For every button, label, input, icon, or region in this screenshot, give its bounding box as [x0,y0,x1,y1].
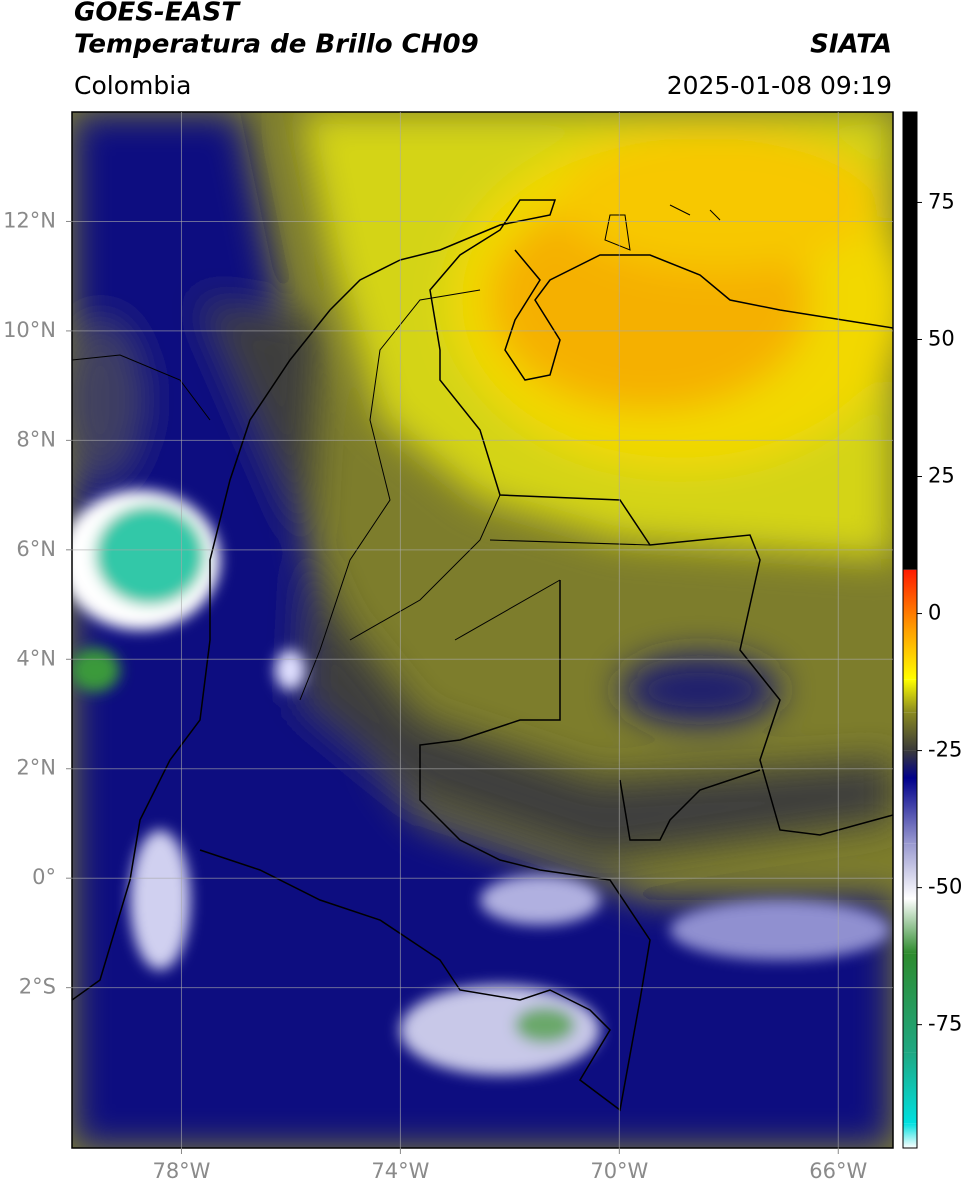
y-tick-label: 12°N [3,208,56,232]
colorbar-tick-label: -75 [928,1012,962,1036]
satellite-image [72,112,893,1148]
y-tick-label: 2°S [19,975,56,999]
timestamp: 2025-01-08 09:19 [667,71,892,100]
colorbar-segment [903,1052,917,1124]
colorbar-frame [902,111,918,1149]
y-tick-label: 8°N [16,427,56,451]
colorbar-segment [903,1123,917,1148]
region: Colombia [74,71,191,100]
x-tick-label: 70°W [590,1159,648,1183]
colorbar-segment [903,843,917,899]
x-tick-label: 66°W [809,1159,867,1183]
colorbar-tick-label: -50 [928,875,962,899]
colorbar-segment [903,778,917,844]
colorbar-tick-label: 0 [928,601,941,625]
colorbar-segment [903,679,917,713]
colorbar-segment [903,112,917,570]
x-tick-label: 78°W [152,1159,210,1183]
y-tick-label: 10°N [3,318,56,342]
borders [72,199,893,1112]
colorbar-segment [903,953,917,1053]
title: GOES-EAST [74,0,241,28]
y-tick-label: 6°N [16,537,56,561]
source: SIATA [810,30,892,60]
y-tick-label: 0° [32,865,56,889]
colorbar-segment [903,569,917,630]
y-tick-label: 2°N [16,756,56,780]
colorbar-segment [903,630,917,680]
subtitle: Temperatura de Brillo CH09 [74,30,479,60]
map-frame [71,111,894,1149]
x-tick-label: 74°W [371,1159,429,1183]
colorbar-segment [903,898,917,954]
colorbar-tick-label: 25 [928,464,955,488]
colorbar-segment [903,750,917,778]
y-tick-label: 4°N [16,646,56,670]
colorbar-segment [903,712,917,751]
colorbar-tick-label: -25 [928,738,962,762]
colorbar-tick-label: 50 [928,326,955,350]
colorbar-tick-label: 75 [928,189,955,213]
